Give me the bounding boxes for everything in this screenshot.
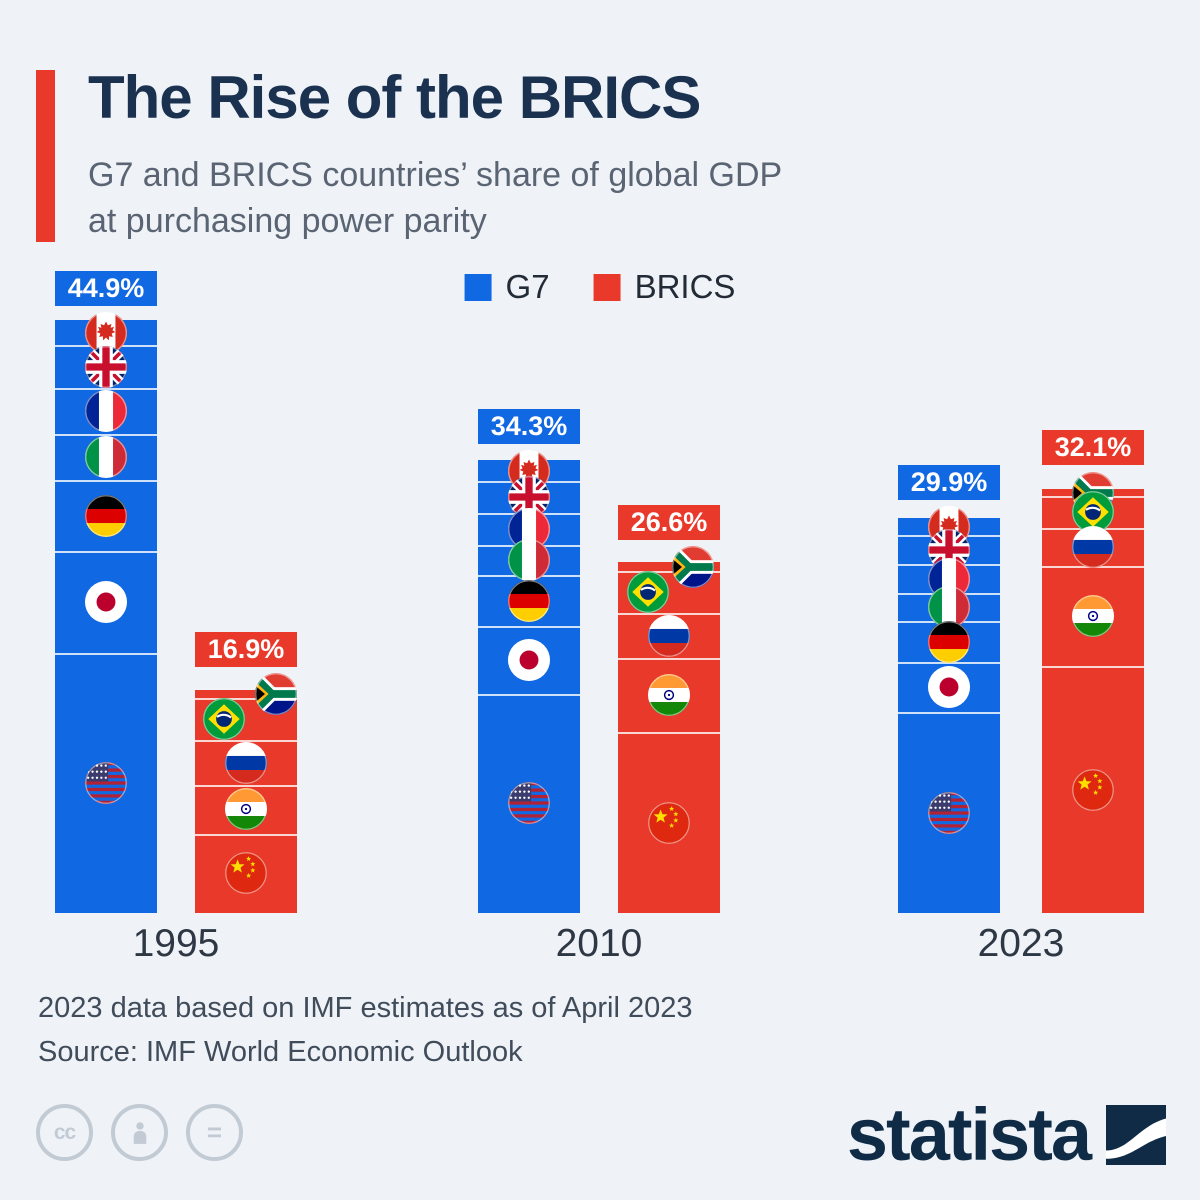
segment-divider [55, 551, 157, 554]
italy-flag-icon [85, 435, 127, 478]
india-flag-icon [1072, 595, 1114, 637]
germany-flag-icon [508, 579, 550, 622]
page-title: The Rise of the BRICS [88, 64, 701, 131]
value-label-brics-2023: 32.1% [1042, 430, 1144, 466]
value-label-brics-1995: 16.9% [195, 631, 297, 667]
segment-divider [55, 479, 157, 482]
year-label-2010: 2010 [555, 922, 643, 965]
south-africa-flag-icon [255, 672, 297, 715]
legend-label: BRICS [634, 268, 736, 305]
value-label-g7-2023: 29.9% [898, 465, 1000, 501]
segment-divider [898, 712, 1000, 715]
legend-swatch-brics [593, 273, 621, 301]
united-states-flag-icon [508, 782, 550, 825]
footnote: 2023 data based on IMF estimates as of A… [38, 992, 693, 1024]
russia-flag-icon [225, 741, 267, 784]
subtitle-line-2: at purchasing power parity [88, 202, 487, 240]
segment-divider [898, 662, 1000, 665]
legend: G7 BRICS [464, 268, 736, 306]
germany-flag-icon [928, 620, 970, 663]
subtitle: G7 and BRICS countries’ share of global … [88, 152, 988, 244]
segment-divider [195, 784, 297, 787]
segment-divider [1042, 666, 1144, 669]
year-label-1995: 1995 [132, 922, 220, 965]
segment-divider [55, 433, 157, 436]
statista-wordmark: statista [846, 1093, 1092, 1176]
italy-flag-icon [508, 538, 550, 581]
statista-branding: statista [847, 1092, 1166, 1177]
value-label-g7-2010: 34.3% [478, 409, 580, 445]
attribution-icon [111, 1104, 168, 1161]
segment-divider [55, 652, 157, 655]
segment-divider [618, 732, 720, 735]
legend-item-g7: G7 [464, 268, 550, 306]
germany-flag-icon [85, 494, 127, 537]
legend-label: G7 [505, 268, 550, 305]
south-africa-flag-icon [672, 545, 714, 588]
segment-divider [618, 658, 720, 661]
statista-logo-icon [1106, 1104, 1166, 1165]
united-states-flag-icon [85, 762, 127, 804]
segment-divider [618, 571, 720, 574]
france-flag-icon [85, 389, 127, 432]
brazil-flag-icon [203, 698, 245, 740]
legend-swatch-g7 [464, 273, 492, 301]
russia-flag-icon [648, 614, 690, 657]
segment-divider [195, 697, 297, 700]
year-label-2023: 2023 [977, 922, 1065, 965]
segment-divider [195, 740, 297, 743]
no-derivatives-icon: = [186, 1104, 243, 1161]
india-flag-icon [648, 674, 690, 717]
japan-flag-icon [85, 581, 127, 624]
india-flag-icon [225, 788, 267, 831]
united-kingdom-flag-icon [85, 345, 127, 388]
license-icon-row: cc = [36, 1104, 243, 1161]
value-label-brics-2010: 26.6% [618, 504, 720, 540]
china-flag-icon [225, 852, 267, 895]
united-states-flag-icon [928, 791, 970, 834]
united-kingdom-flag-icon [508, 476, 550, 519]
segment-divider [195, 833, 297, 836]
segment-divider [55, 387, 157, 390]
brazil-flag-icon [627, 571, 669, 614]
italy-flag-icon [928, 586, 970, 629]
legend-item-brics: BRICS [593, 268, 736, 306]
russia-flag-icon [1072, 525, 1114, 568]
segment-divider [478, 693, 580, 696]
cc-icon: cc [36, 1104, 93, 1161]
source-note: Source: IMF World Economic Outlook [38, 1036, 523, 1068]
segment-divider [478, 626, 580, 629]
segment-divider [618, 613, 720, 616]
title-accent-bar [36, 70, 55, 242]
value-label-g7-1995: 44.9% [55, 271, 157, 307]
japan-flag-icon [928, 666, 970, 709]
japan-flag-icon [508, 639, 550, 682]
subtitle-line-1: G7 and BRICS countries’ share of global … [88, 156, 783, 194]
china-flag-icon [648, 801, 690, 844]
china-flag-icon [1072, 768, 1114, 811]
